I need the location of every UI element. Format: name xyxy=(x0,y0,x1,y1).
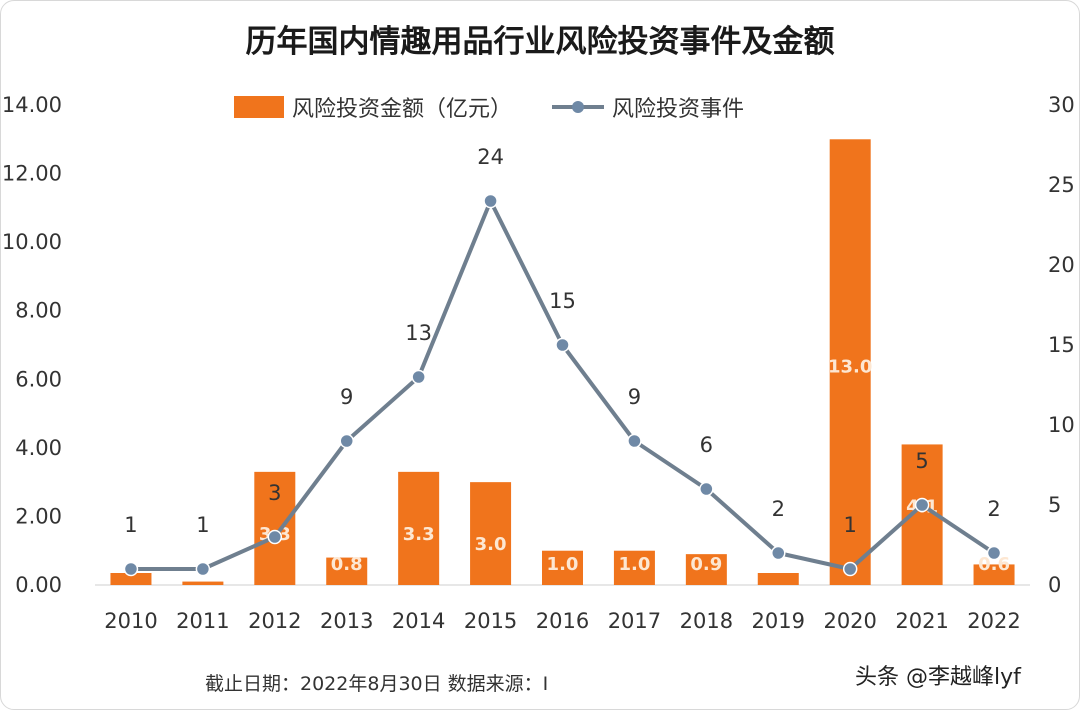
line-point xyxy=(411,369,426,385)
bar-value-label: 3.3 xyxy=(403,524,435,545)
line-value-label: 2 xyxy=(987,497,1000,521)
x-tick-label: 2012 xyxy=(248,609,301,633)
y-right-tick-label: 0 xyxy=(1048,573,1061,597)
bar-value-label: 0.6 xyxy=(978,554,1010,575)
line-value-label: 15 xyxy=(549,289,576,313)
watermark: 头条 @李越峰lyf xyxy=(855,665,1022,690)
bar xyxy=(254,471,296,585)
legend-label-line: 风险投资事件 xyxy=(612,97,744,122)
legend-label-bar: 风险投资金额（亿元） xyxy=(292,97,512,122)
line-value-label: 1 xyxy=(196,513,209,537)
x-tick-label: 2011 xyxy=(176,609,229,633)
line-value-label: 1 xyxy=(124,513,137,537)
legend: 风险投资金额（亿元） 风险投资事件 xyxy=(234,96,744,122)
x-tick-label: 2018 xyxy=(680,609,733,633)
y-right-tick-label: 15 xyxy=(1048,333,1075,357)
bar-value-label: 1.0 xyxy=(547,554,579,575)
line-point xyxy=(123,561,139,577)
line-value-label: 6 xyxy=(700,433,713,457)
y-left-tick-label: 8.00 xyxy=(15,299,62,323)
chart-title: 历年国内情趣用品行业风险投资事件及金额 xyxy=(246,24,835,60)
y-left-tick-label: 10.00 xyxy=(2,230,62,254)
x-tick-label: 2020 xyxy=(823,609,876,633)
y-axis-left: 0.00 2.00 4.00 6.00 8.00 10.00 12.00 14.00 xyxy=(2,93,62,597)
legend-swatch-bar xyxy=(234,96,284,118)
line-value-label: 9 xyxy=(340,385,353,409)
x-tick-label: 2017 xyxy=(608,609,661,633)
bar xyxy=(829,139,871,586)
bar xyxy=(757,573,799,585)
line-value-label: 2 xyxy=(772,497,785,521)
bar xyxy=(110,573,152,585)
bar xyxy=(685,554,727,585)
footnote: 截止日期：2022年8月30日 数据来源：I xyxy=(205,673,548,695)
line-value-label: 1 xyxy=(844,513,857,537)
y-right-tick-label: 20 xyxy=(1048,253,1075,277)
line-point xyxy=(842,561,858,577)
y-left-tick-label: 6.00 xyxy=(15,367,62,391)
line-point xyxy=(771,545,786,561)
y-left-tick-label: 2.00 xyxy=(15,504,62,528)
legend-marker xyxy=(572,101,584,113)
bar-value-label: 0.9 xyxy=(690,554,722,575)
line-value-label: 24 xyxy=(477,145,504,169)
line-point xyxy=(914,497,930,513)
y-axis-right: 0 5 10 15 20 25 30 xyxy=(1048,93,1075,597)
line-value-label: 13 xyxy=(405,321,432,345)
bar-series: 3.30.83.33.01.01.00.913.04.10.6 xyxy=(110,139,1015,586)
y-right-tick-label: 5 xyxy=(1048,493,1061,517)
x-tick-label: 2022 xyxy=(967,609,1020,633)
line-value-label: 5 xyxy=(915,449,928,473)
y-right-tick-label: 10 xyxy=(1048,413,1075,437)
x-tick-label: 2016 xyxy=(536,609,589,633)
y-left-tick-label: 0.00 xyxy=(15,573,62,597)
y-left-tick-label: 4.00 xyxy=(15,436,62,460)
bar xyxy=(326,557,368,585)
y-right-tick-label: 25 xyxy=(1048,173,1075,197)
line-point xyxy=(986,545,1002,561)
bar xyxy=(973,564,1015,585)
y-left-tick-label: 12.00 xyxy=(2,162,62,186)
y-left-tick-label: 14.00 xyxy=(2,93,62,117)
line-point xyxy=(195,561,211,577)
line-point xyxy=(699,481,714,497)
line-value-label: 9 xyxy=(628,385,641,409)
bar xyxy=(182,581,224,585)
x-tick-label: 2013 xyxy=(320,609,373,633)
line-point xyxy=(267,529,283,545)
bar xyxy=(542,550,583,585)
line-point xyxy=(483,193,498,209)
x-tick-label: 2010 xyxy=(104,609,157,633)
bar xyxy=(613,550,655,585)
y-right-tick-label: 30 xyxy=(1048,93,1075,117)
bar xyxy=(470,482,512,585)
line-point xyxy=(555,337,570,353)
bar-value-label: 3.0 xyxy=(475,534,507,555)
x-axis-labels: 2010 2011 2012 2013 2014 2015 2016 2017 2018 2019… xyxy=(104,609,1021,633)
line-value-label: 3 xyxy=(268,481,281,505)
line-point xyxy=(339,433,354,449)
line-point xyxy=(627,433,642,449)
bar-value-label: 13.0 xyxy=(828,356,872,377)
x-tick-label: 2019 xyxy=(752,609,805,633)
bar-value-label: 1.0 xyxy=(618,554,650,575)
x-tick-label: 2014 xyxy=(392,609,445,633)
x-tick-label: 2021 xyxy=(895,609,948,633)
x-tick-label: 2015 xyxy=(464,609,517,633)
bar xyxy=(398,471,440,585)
bar-value-label: 0.8 xyxy=(331,554,363,575)
